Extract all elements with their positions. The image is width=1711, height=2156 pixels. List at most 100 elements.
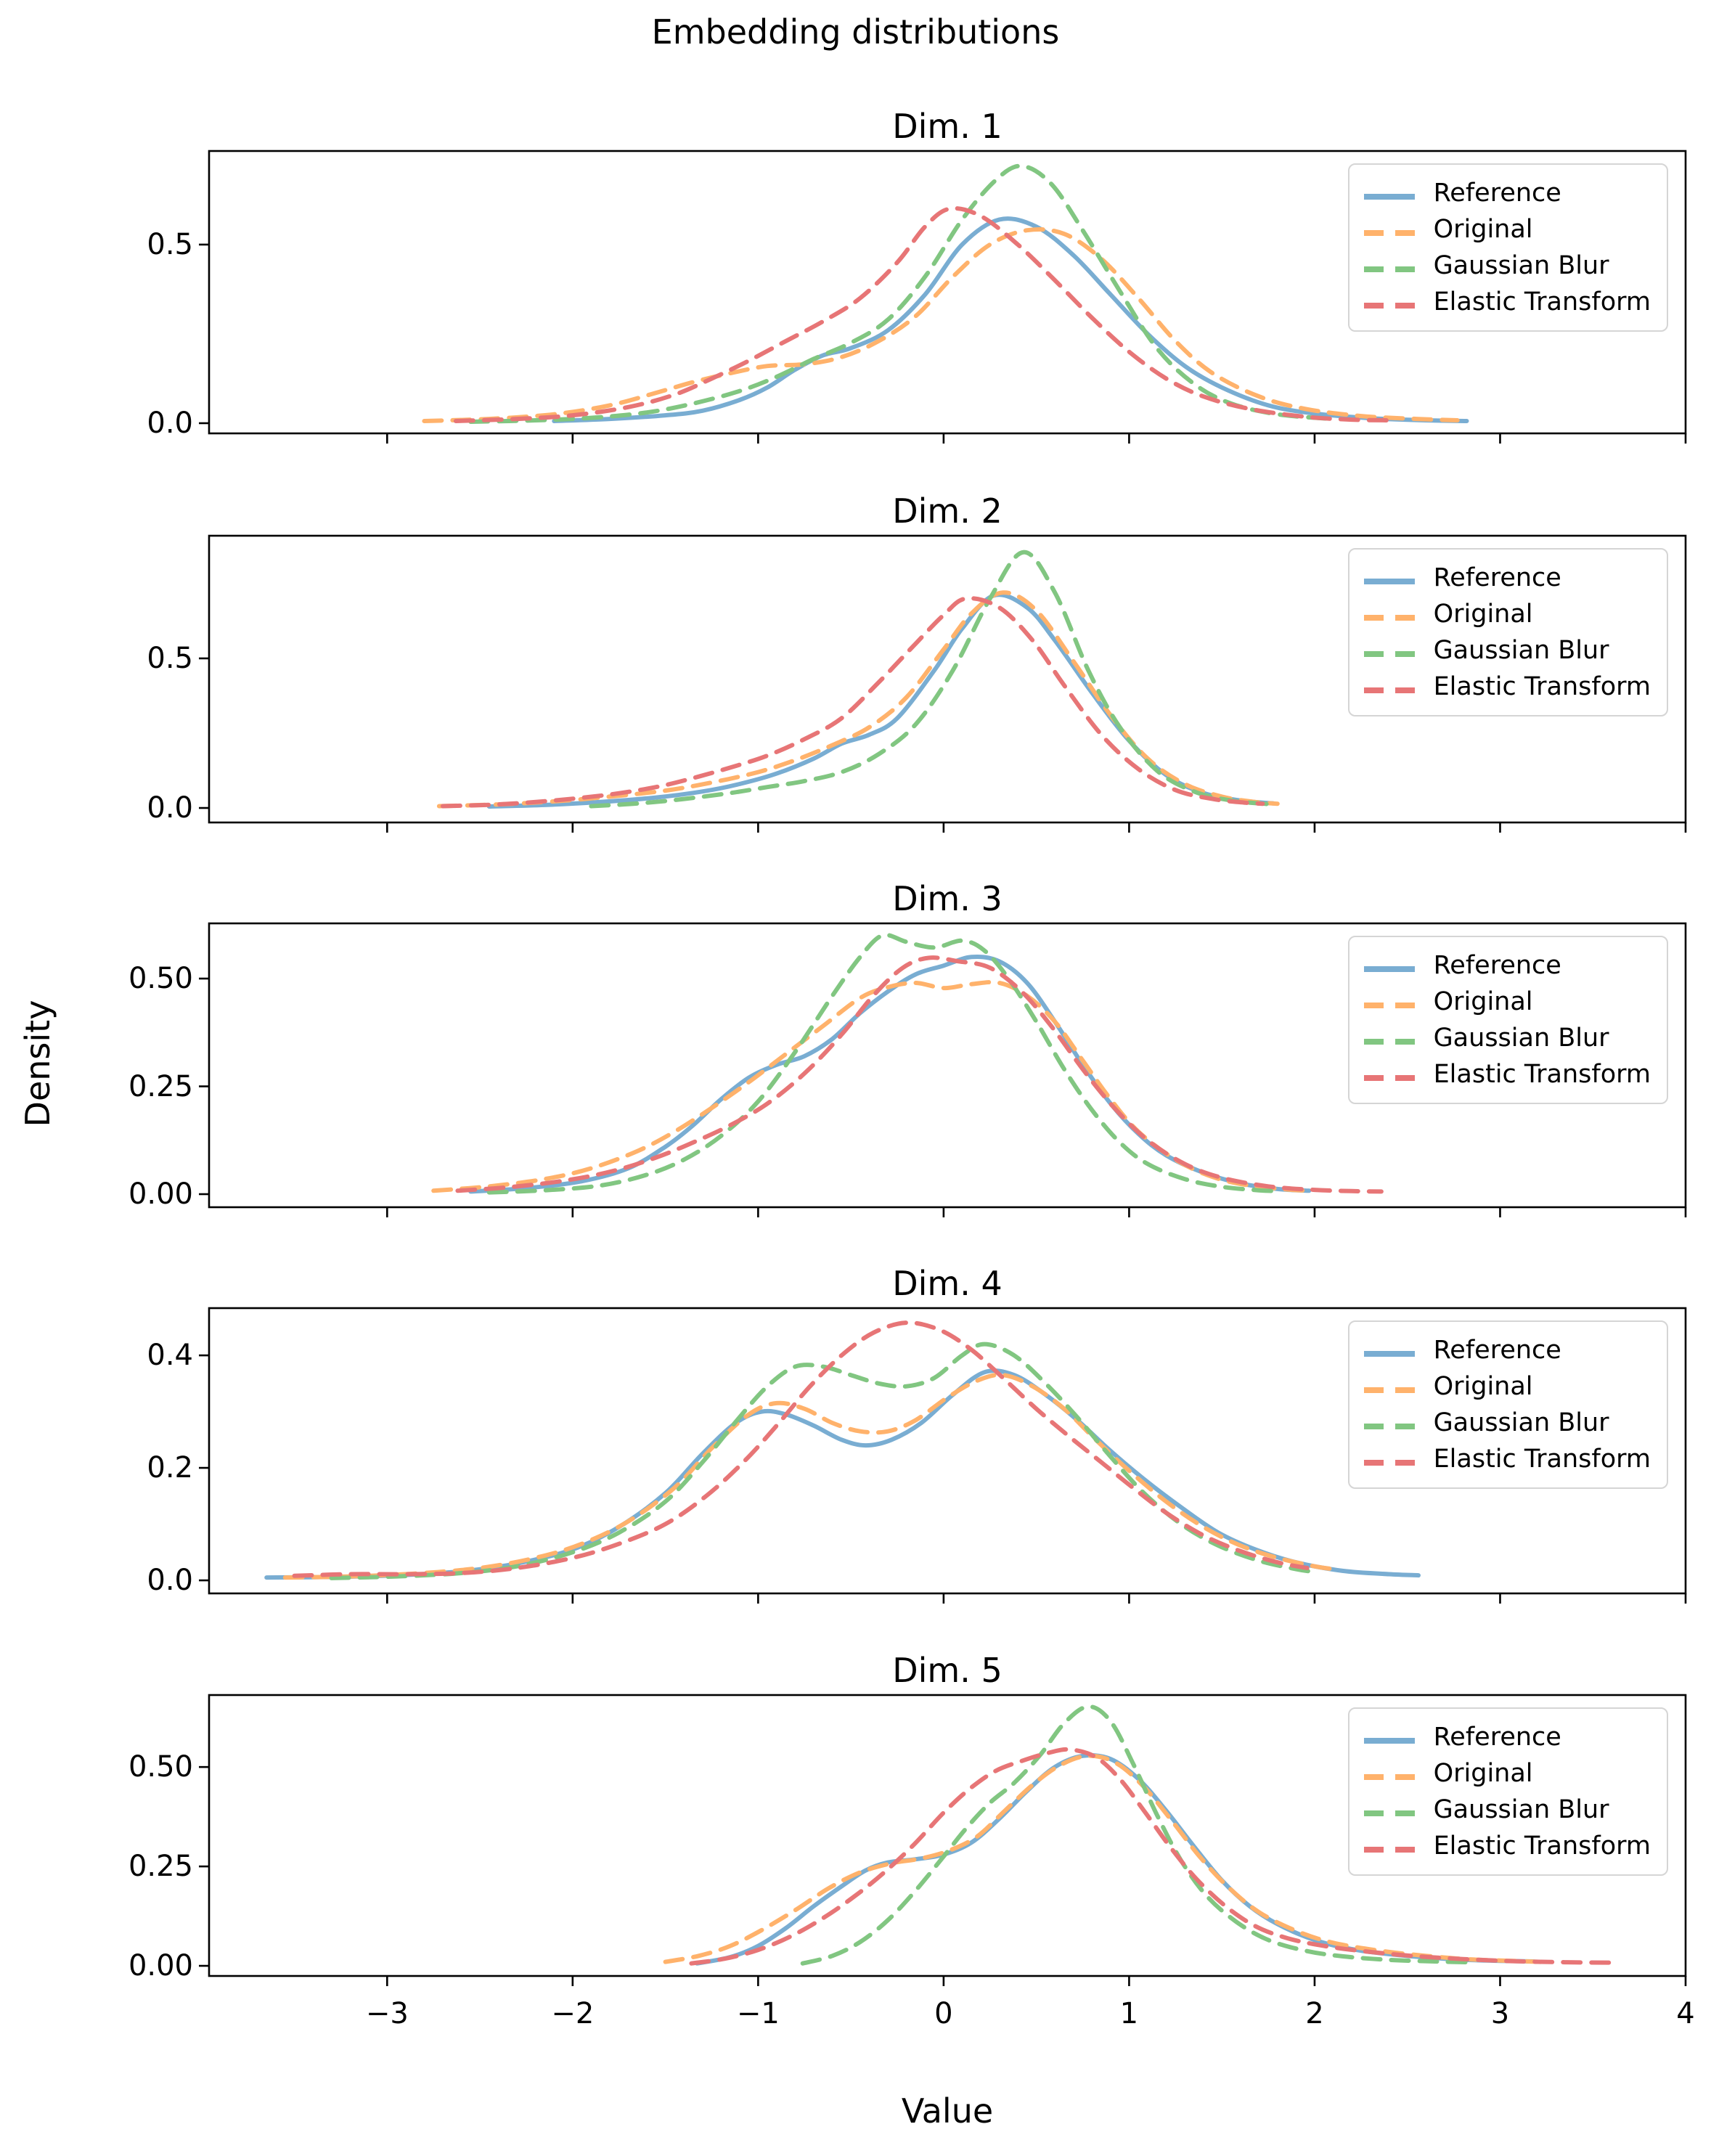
legend-line-icon <box>1363 1075 1415 1081</box>
y-tick-label: 0.50 <box>128 1750 193 1784</box>
legend-entry: Original <box>1363 211 1651 248</box>
legend-line-icon <box>1363 1738 1415 1744</box>
subplot-dim-2-box <box>208 534 1687 824</box>
subplot-dim-4-box <box>208 1307 1687 1595</box>
legend-entry: Gaussian Blur <box>1363 632 1651 669</box>
series-curve-original <box>663 1753 1543 1964</box>
subplot-title-dim-5: Dim. 5 <box>892 1651 1002 1690</box>
legend-line-icon <box>1363 266 1415 272</box>
y-tick-label: 0.5 <box>147 227 193 261</box>
legend-label: Reference <box>1433 951 1561 980</box>
y-tick-label: 0.25 <box>128 1069 193 1103</box>
series-curve-reference <box>486 592 1276 809</box>
legend-label: Gaussian Blur <box>1433 636 1609 665</box>
subplot-dim-5-box <box>208 1694 1687 1977</box>
x-tick-label: 3 <box>1490 1997 1510 2030</box>
legend-line-sample-elastic-transform <box>1363 1842 1416 1853</box>
legend-line-sample-elastic-transform <box>1363 683 1416 693</box>
subplot-title-dim-2: Dim. 2 <box>892 491 1002 531</box>
subplot-title-dim-1: Dim. 1 <box>892 107 1002 146</box>
legend-entry: Elastic Transform <box>1363 1441 1651 1477</box>
legend-line-icon <box>1363 1387 1415 1393</box>
legend-line-icon <box>1363 1847 1415 1853</box>
y-tick-label: 0.5 <box>147 641 193 675</box>
series-curve-reference <box>552 216 1469 423</box>
x-tick-label: 1 <box>1119 1997 1139 2030</box>
legend-label: Elastic Transform <box>1433 672 1651 701</box>
legend-label: Gaussian Blur <box>1433 251 1609 280</box>
legend-entry: Reference <box>1363 1332 1651 1368</box>
legend-line-sample-gaussian-blur <box>1363 1806 1416 1816</box>
legend-entry: Gaussian Blur <box>1363 1020 1651 1056</box>
legend-line-icon <box>1363 1460 1415 1466</box>
legend-label: Elastic Transform <box>1433 1832 1651 1861</box>
x-tick-label: 2 <box>1305 1997 1324 2030</box>
legend-label: Elastic Transform <box>1433 287 1651 317</box>
series-curve-reference <box>468 954 1312 1194</box>
legend-line-sample-reference <box>1363 189 1416 200</box>
legend-entry: Reference <box>1363 1719 1651 1755</box>
legend-line-icon <box>1363 303 1415 309</box>
legend-line-icon <box>1363 1810 1415 1816</box>
legend-line-icon <box>1363 651 1415 657</box>
legend-line-sample-original <box>1363 1770 1416 1780</box>
legend-entry: Elastic Transform <box>1363 284 1651 320</box>
x-tick-label: −3 <box>365 1997 409 2030</box>
legend-line-sample-gaussian-blur <box>1363 1419 1416 1429</box>
x-tick-label: 0 <box>934 1997 953 2030</box>
y-tick-label: 0.0 <box>147 1564 193 1598</box>
series-curve-gaussian-blur <box>589 550 1271 809</box>
legend-label: Original <box>1433 215 1533 244</box>
legend-line-icon <box>1363 1774 1415 1780</box>
legend: Reference Original Gaussian Blur Elastic Tr… <box>1347 1320 1668 1489</box>
series-curve-original <box>436 590 1280 809</box>
legend-entry: Original <box>1363 984 1651 1020</box>
legend-line-sample-original <box>1363 611 1416 621</box>
legend-label: Reference <box>1433 1723 1561 1752</box>
y-tick-label: 0.2 <box>147 1451 193 1485</box>
legend-entry: Original <box>1363 1368 1651 1405</box>
y-tick-label: 0.0 <box>147 406 193 440</box>
legend-entry: Reference <box>1363 947 1651 984</box>
legend-line-icon <box>1363 687 1415 693</box>
legend-entry: Original <box>1363 596 1651 632</box>
legend-line-sample-gaussian-blur <box>1363 647 1416 657</box>
legend-line-icon <box>1363 1003 1415 1008</box>
legend-entry: Gaussian Blur <box>1363 248 1651 284</box>
legend-line-sample-elastic-transform <box>1363 1455 1416 1466</box>
legend-line-sample-original <box>1363 1383 1416 1393</box>
legend-line-sample-original <box>1363 226 1416 236</box>
legend-line-sample-reference <box>1363 1734 1416 1744</box>
legend-line-icon <box>1363 1424 1415 1429</box>
legend-line-icon <box>1363 194 1415 200</box>
legend: Reference Original Gaussian Blur Elastic Tr… <box>1347 548 1668 716</box>
legend-entry: Elastic Transform <box>1363 1056 1651 1093</box>
x-axis-label: Value <box>901 2091 994 2131</box>
legend-line-icon <box>1363 1039 1415 1045</box>
legend-label: Elastic Transform <box>1433 1060 1651 1089</box>
legend-line-sample-reference <box>1363 574 1416 584</box>
y-tick-label: 0.0 <box>147 791 193 825</box>
legend-label: Original <box>1433 1759 1533 1788</box>
y-tick-label: 0.25 <box>128 1850 193 1884</box>
legend-line-sample-gaussian-blur <box>1363 262 1416 272</box>
legend-entry: Elastic Transform <box>1363 669 1651 705</box>
legend-label: Gaussian Blur <box>1433 1024 1609 1053</box>
legend-line-icon <box>1363 579 1415 584</box>
legend-label: Gaussian Blur <box>1433 1795 1609 1824</box>
series-curve-gaussian-blur <box>329 1342 1317 1580</box>
legend-entry: Original <box>1363 1755 1651 1792</box>
series-curve-elastic-transform <box>689 1747 1620 1966</box>
legend-entry: Elastic Transform <box>1363 1828 1651 1864</box>
legend-label: Original <box>1433 600 1533 629</box>
legend-label: Elastic Transform <box>1433 1445 1651 1474</box>
series-curve-gaussian-blur <box>800 1704 1469 1966</box>
legend-entry: Reference <box>1363 175 1651 211</box>
subplot-title-dim-3: Dim. 3 <box>892 879 1002 918</box>
series-curve-gaussian-blur <box>468 163 1334 424</box>
legend-line-icon <box>1363 615 1415 621</box>
legend-entry: Gaussian Blur <box>1363 1405 1651 1441</box>
legend-line-icon <box>1363 1351 1415 1357</box>
legend-line-sample-original <box>1363 998 1416 1008</box>
subplot-dim-3-box <box>208 922 1687 1209</box>
